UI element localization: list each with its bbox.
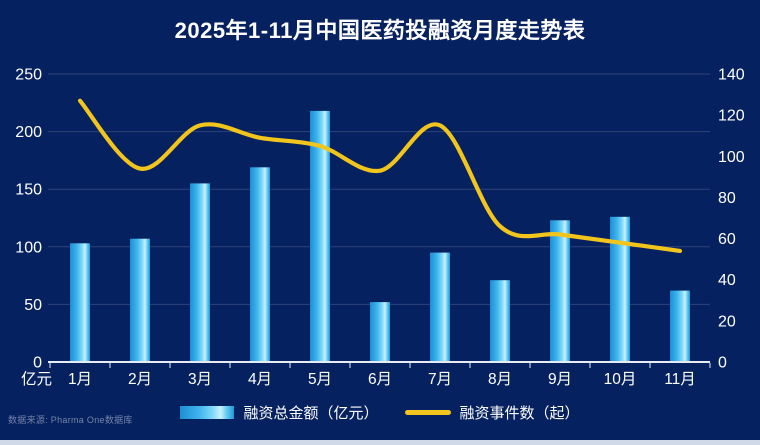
legend-label-events: 融资事件数（起） [459,404,580,422]
left-axis-tick-200: 200 [15,124,42,141]
data-source-note: 数据来源: Pharma One数据库 [8,415,133,425]
events-line [77,98,683,253]
x-axis-label-8月: 8月 [488,371,512,388]
x-axis-label-6月: 6月 [368,371,392,388]
bar-11月 [670,290,690,362]
bar-3月 [190,183,210,362]
right-axis-tick-0: 0 [718,355,727,372]
gridlines [48,73,710,305]
x-axis-label-7月: 7月 [428,371,452,388]
left-axis-tick-100: 100 [15,239,42,256]
bar-6月 [370,302,390,362]
bar-series [70,110,690,363]
right-axis-tick-120: 120 [718,108,745,125]
bar-5月 [310,110,330,363]
legend-item-events: 融资事件数（起） [404,402,580,423]
bar-9月 [550,220,570,362]
line-series [77,98,683,253]
x-axis-label-4月: 4月 [248,371,272,388]
bar-4月 [250,167,270,362]
x-axis-label-10月: 10月 [604,371,637,388]
left-axis-tick-250: 250 [15,67,42,84]
left-axis-tick-50: 50 [24,297,42,314]
x-axis-label-3月: 3月 [188,371,212,388]
legend-item-amount: 融资总金额（亿元） [180,402,379,423]
right-axis-tick-40: 40 [718,272,736,289]
x-axis-label-11月: 11月 [664,371,696,388]
bar-swatch-icon [180,405,235,419]
axes: 0 50 100 150 200 250 0 20 40 60 80 100 120 140 亿元 1月 2月 3… [15,67,745,389]
left-axis-tick-150: 150 [15,182,42,199]
right-axis-tick-140: 140 [718,67,745,84]
right-axis-tick-100: 100 [718,149,745,166]
bar-7月 [430,252,450,362]
chart-legend: 融资总金额（亿元） 融资事件数（起） [0,401,760,423]
x-axis-label-9月: 9月 [548,371,572,388]
left-axis-unit-label: 亿元 [21,370,52,388]
right-axis-tick-80: 80 [718,190,736,207]
x-axis-label-1月: 1月 [68,371,92,388]
x-axis-label-5月: 5月 [308,371,332,388]
bar-10月 [610,216,630,362]
right-axis-tick-60: 60 [718,231,736,248]
x-axis-label-2月: 2月 [128,371,152,388]
legend-label-amount: 融资总金额（亿元） [243,404,379,422]
right-axis-tick-20: 20 [718,313,736,330]
bar-1月 [70,243,90,362]
bar-8月 [490,280,510,362]
bar-2月 [130,238,150,362]
bottom-strip [0,440,760,445]
chart-title: 2025年1-11月中国医药投融资月度走势表 [174,18,586,43]
left-axis-tick-0: 0 [33,355,42,372]
line-swatch-icon [404,409,451,415]
